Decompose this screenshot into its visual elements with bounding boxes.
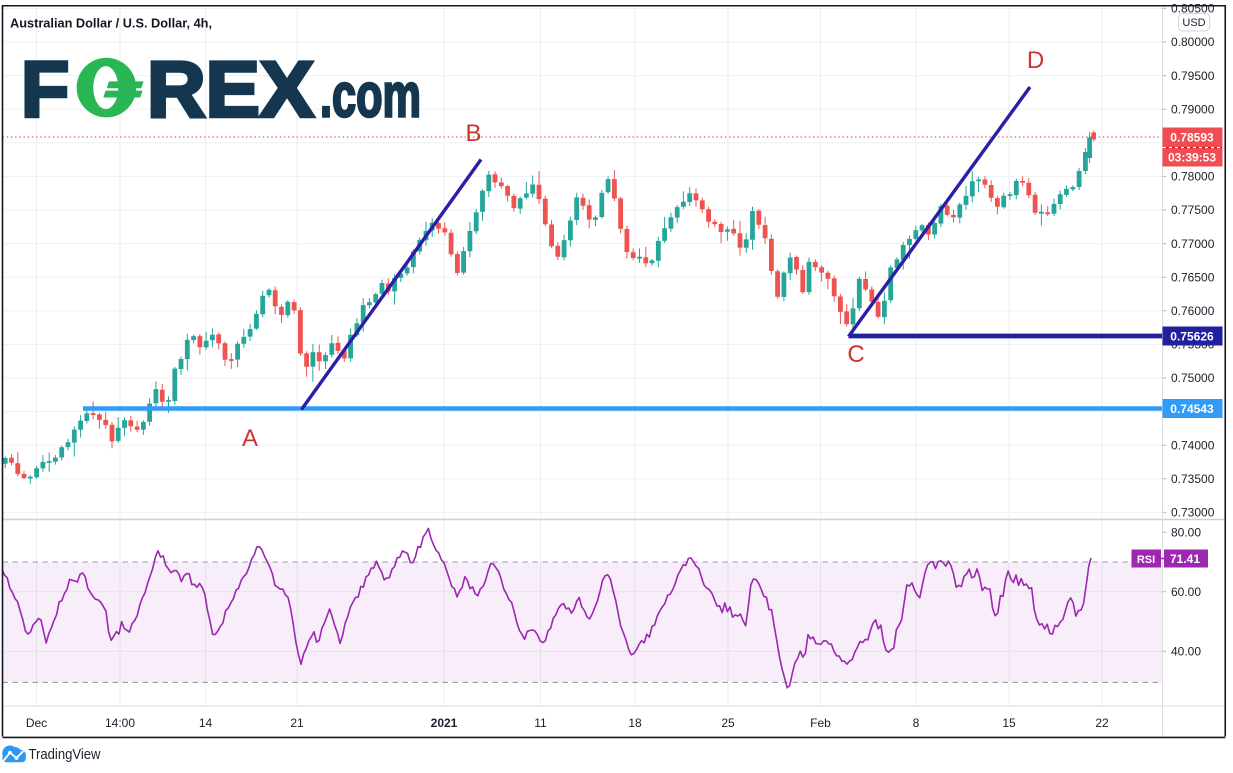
svg-text:0.78000: 0.78000 bbox=[1171, 170, 1215, 184]
svg-text:40.00: 40.00 bbox=[1171, 645, 1201, 659]
svg-text:80.00: 80.00 bbox=[1171, 526, 1201, 540]
svg-text:Dec: Dec bbox=[26, 716, 47, 730]
svg-text:14:00: 14:00 bbox=[105, 716, 135, 730]
svg-text:18: 18 bbox=[628, 716, 642, 730]
svg-text:F: F bbox=[21, 44, 69, 133]
svg-text:USD: USD bbox=[1182, 17, 1205, 29]
svg-text:0.76500: 0.76500 bbox=[1171, 270, 1215, 284]
svg-text:22: 22 bbox=[1095, 716, 1109, 730]
svg-text:C: C bbox=[847, 341, 864, 368]
svg-text:Australian Dollar / U.S. Dolla: Australian Dollar / U.S. Dollar, 4h, bbox=[10, 16, 212, 31]
svg-text:Feb: Feb bbox=[810, 716, 831, 730]
svg-text:25: 25 bbox=[721, 716, 735, 730]
svg-text:RSI: RSI bbox=[1137, 554, 1155, 566]
svg-text:0.78593: 0.78593 bbox=[1170, 131, 1214, 145]
svg-text:0.80000: 0.80000 bbox=[1171, 35, 1215, 49]
svg-text:D: D bbox=[1027, 47, 1044, 74]
svg-text:0.77500: 0.77500 bbox=[1171, 203, 1215, 217]
svg-text:0.73500: 0.73500 bbox=[1171, 472, 1215, 486]
svg-text:0.79500: 0.79500 bbox=[1171, 69, 1215, 83]
svg-text:0.74543: 0.74543 bbox=[1170, 402, 1214, 416]
svg-text:A: A bbox=[242, 425, 258, 452]
svg-text:REX: REX bbox=[147, 44, 314, 133]
svg-text:8: 8 bbox=[913, 716, 920, 730]
svg-text:0.73000: 0.73000 bbox=[1171, 506, 1215, 520]
svg-text:60.00: 60.00 bbox=[1171, 585, 1201, 599]
svg-text:11: 11 bbox=[534, 716, 547, 730]
svg-text:0.74000: 0.74000 bbox=[1171, 438, 1215, 452]
svg-text:0.76000: 0.76000 bbox=[1171, 304, 1215, 318]
svg-text:0.75626: 0.75626 bbox=[1170, 330, 1214, 344]
svg-text:21: 21 bbox=[290, 716, 304, 730]
svg-text:71.41: 71.41 bbox=[1170, 552, 1200, 566]
svg-text:03:39:53: 03:39:53 bbox=[1168, 151, 1216, 165]
svg-text:14: 14 bbox=[199, 716, 213, 730]
svg-text:0.79000: 0.79000 bbox=[1171, 102, 1215, 116]
svg-text:2021: 2021 bbox=[431, 716, 458, 730]
svg-text:.com: .com bbox=[320, 61, 421, 130]
svg-text:0.75000: 0.75000 bbox=[1171, 371, 1215, 385]
svg-text:B: B bbox=[465, 120, 481, 147]
svg-text:TradingView: TradingView bbox=[29, 747, 101, 763]
svg-text:0.77000: 0.77000 bbox=[1171, 237, 1215, 251]
svg-text:15: 15 bbox=[1002, 716, 1016, 730]
